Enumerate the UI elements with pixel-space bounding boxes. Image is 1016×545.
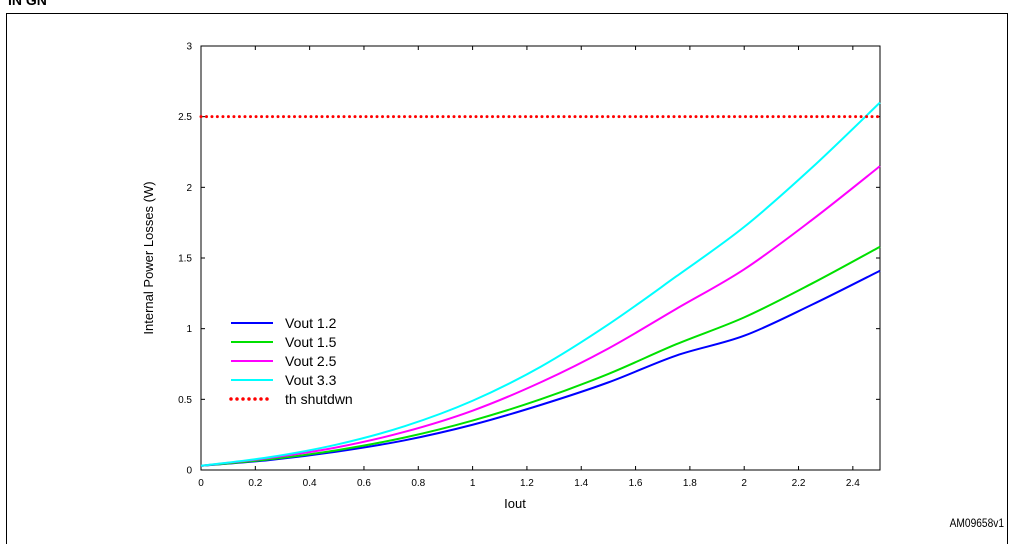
y-tick-label: 1.5 xyxy=(178,254,192,265)
x-tick-label: 1.6 xyxy=(629,478,643,489)
legend-label-vout-3-3: Vout 3.3 xyxy=(285,372,337,388)
x-tick-label: 1.8 xyxy=(683,478,697,489)
x-tick-label: 0.8 xyxy=(411,478,425,489)
figure-caption-text: IN GN xyxy=(8,0,47,8)
x-tick-label: 0.6 xyxy=(357,478,371,489)
x-tick-label: 2 xyxy=(741,478,747,489)
x-axis-label: Iout xyxy=(504,496,526,511)
legend-label-th-shutdwn: th shutdwn xyxy=(285,391,353,407)
legend-label-vout-1-2: Vout 1.2 xyxy=(285,315,337,331)
y-tick-label: 2.5 xyxy=(178,112,192,123)
figure-frame xyxy=(6,13,1008,544)
legend: Vout 1.2 Vout 1.5 Vout 2.5 Vout 3.3 th shutd… xyxy=(229,315,353,407)
y-tick-label: 0 xyxy=(186,466,192,477)
series-line-vout-1-5 xyxy=(200,245,881,467)
series-line-vout-2-5 xyxy=(200,165,881,467)
x-tick-label: 0.4 xyxy=(303,478,317,489)
y-tick-label: 0.5 xyxy=(178,395,192,406)
legend-label-vout-2-5: Vout 2.5 xyxy=(285,353,337,369)
y-tick-label: 2 xyxy=(186,183,192,194)
y-tick-label: 1 xyxy=(186,324,192,335)
y-axis-label: Internal Power Losses (W) xyxy=(141,181,156,334)
x-tick-label: 1 xyxy=(470,478,476,489)
x-tick-label: 2.2 xyxy=(792,478,806,489)
x-tick-label: 1.4 xyxy=(574,478,588,489)
x-tick-label: 2.4 xyxy=(846,478,860,489)
x-tick-label: 0.2 xyxy=(248,478,262,489)
x-tick-label: 1.2 xyxy=(520,478,534,489)
figure-caption-fragment: IN GN xyxy=(0,0,1016,10)
x-tick-label: 0 xyxy=(198,478,204,489)
legend-label-vout-1-5: Vout 1.5 xyxy=(285,334,337,350)
series-line-vout-3-3 xyxy=(200,101,881,467)
y-tick-label: 3 xyxy=(186,42,192,53)
series-line-vout-1-2 xyxy=(200,269,881,467)
series-layer xyxy=(199,101,882,467)
ticks-layer: 0 0.2 0.4 0.6 0.8 1 1.2 1.4 1.6 1.8 2 2.2 2.4 0 0.5 1 1.… xyxy=(178,42,880,489)
document-id: AM09658v1 xyxy=(949,516,1004,530)
